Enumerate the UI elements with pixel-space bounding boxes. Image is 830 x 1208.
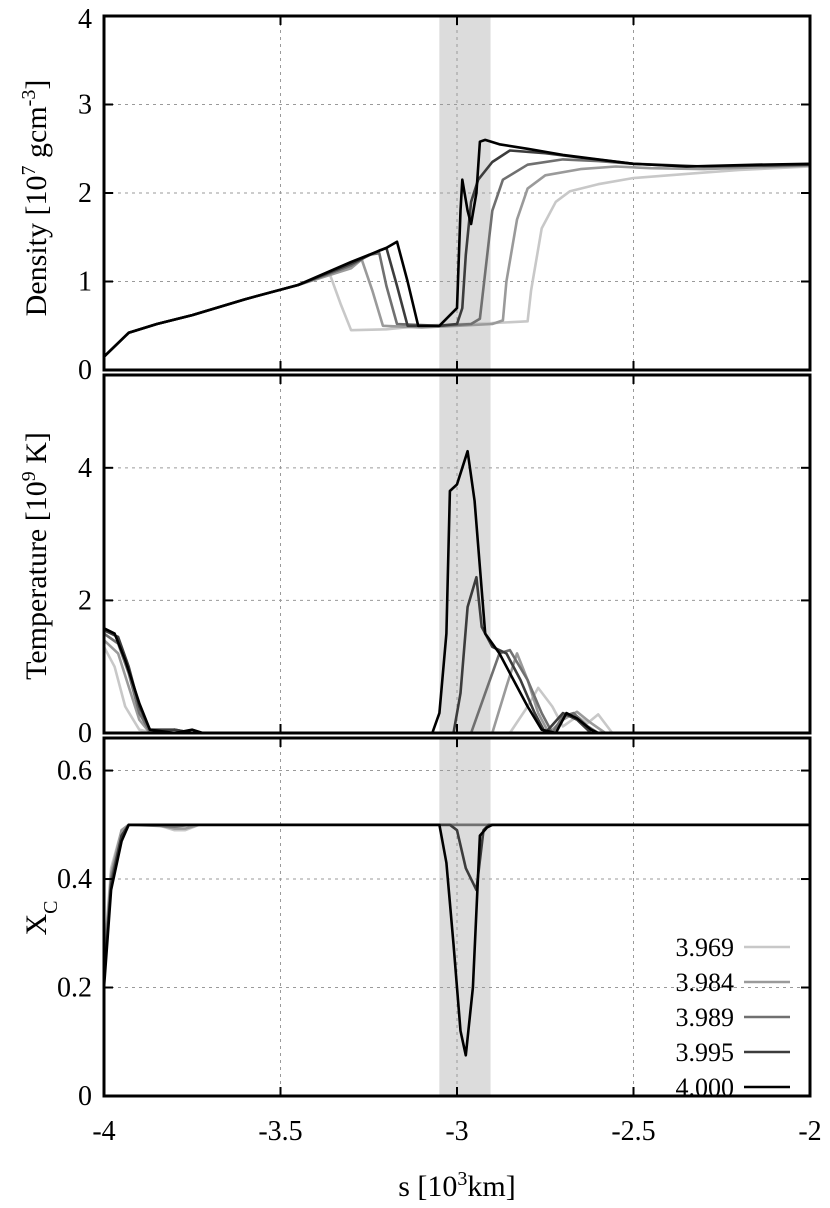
x-tick-label: -3.5 — [258, 1116, 302, 1147]
carbon-y-tick-label: 0 — [78, 1081, 92, 1112]
x-tick-label: -4 — [92, 1116, 115, 1147]
carbon-y-tick-label: 0.2 — [57, 973, 92, 1004]
x-tick-label: -2.5 — [611, 1116, 655, 1147]
x-tick-label: -2 — [798, 1116, 821, 1147]
legend-label: 3.969 — [676, 933, 735, 962]
carbon-panel: 0 0.2 0.4 0.6 XC — [20, 736, 812, 1112]
temperature-series-4.000 — [103, 449, 810, 735]
legend: 3.969 3.984 3.989 3.995 4.000 — [676, 933, 790, 1102]
temperature-series-3.984 — [103, 639, 810, 735]
carbon-highlight-band — [439, 738, 491, 1096]
carbon-axis-label: XC — [20, 900, 62, 935]
carbon-series-4.000 — [102, 823, 810, 1057]
density-series-4.000 — [103, 138, 811, 358]
legend-label: 4.000 — [676, 1073, 735, 1102]
carbon-y-tick-label: 0.4 — [57, 864, 92, 895]
temperature-highlight-band — [439, 375, 491, 733]
carbon-panel-frame — [102, 736, 812, 1098]
density-panel-frame — [102, 14, 812, 372]
legend-label: 3.995 — [676, 1038, 735, 1067]
temperature-axis-label: Temperature [109 K] — [18, 432, 53, 680]
temperature-y-tick-label: 2 — [78, 585, 92, 616]
temperature-panel-frame — [102, 373, 812, 735]
carbon-y-tick-label: 0.6 — [57, 756, 92, 787]
density-y-tick-label: 3 — [78, 90, 92, 121]
density-y-tick-label: 4 — [78, 4, 92, 35]
x-tick-labels: -4 -3.5 -3 -2.5 -2 — [92, 1116, 821, 1147]
temperature-y-tick-label: 4 — [78, 453, 92, 484]
density-y-tick-label: 1 — [78, 267, 92, 298]
density-y-tick-label: 2 — [78, 178, 92, 209]
temperature-y-tick-label: 0 — [78, 718, 92, 749]
x-axis-label: s [103km] — [398, 1168, 516, 1203]
legend-label: 3.989 — [676, 1003, 735, 1032]
density-y-tick-label: 0 — [78, 355, 92, 386]
x-tick-label: -3 — [445, 1116, 468, 1147]
density-axis-label: Density [107 gcm-3] — [18, 80, 53, 317]
legend-label: 3.984 — [676, 968, 735, 997]
density-panel: 0 1 2 3 4 Density [107 gcm-3] — [18, 4, 812, 386]
temperature-panel: 0 2 4 Temperature [109 K] — [18, 373, 812, 749]
